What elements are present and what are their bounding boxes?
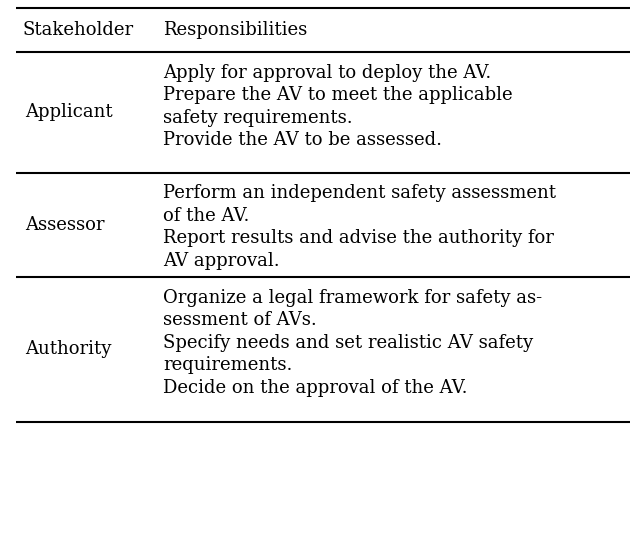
Text: AV approval.: AV approval. (163, 252, 280, 270)
Text: Applicant: Applicant (26, 103, 113, 121)
Text: Responsibilities: Responsibilities (163, 21, 307, 39)
Text: Specify needs and set realistic AV safety: Specify needs and set realistic AV safet… (163, 334, 533, 352)
Text: safety requirements.: safety requirements. (163, 109, 353, 127)
Text: requirements.: requirements. (163, 356, 292, 375)
Text: Provide the AV to be assessed.: Provide the AV to be assessed. (163, 131, 442, 150)
Text: Organize a legal framework for safety as-: Organize a legal framework for safety as… (163, 289, 542, 307)
Text: Perform an independent safety assessment: Perform an independent safety assessment (163, 184, 556, 203)
Text: Assessor: Assessor (26, 216, 105, 234)
Text: Report results and advise the authority for: Report results and advise the authority … (163, 229, 554, 248)
Text: Prepare the AV to meet the applicable: Prepare the AV to meet the applicable (163, 86, 513, 105)
Text: Authority: Authority (26, 340, 112, 359)
Text: Stakeholder: Stakeholder (22, 21, 134, 39)
Text: Decide on the approval of the AV.: Decide on the approval of the AV. (163, 379, 468, 397)
Text: Apply for approval to deploy the AV.: Apply for approval to deploy the AV. (163, 64, 492, 82)
Text: of the AV.: of the AV. (163, 207, 250, 225)
Text: sessment of AVs.: sessment of AVs. (163, 311, 317, 330)
